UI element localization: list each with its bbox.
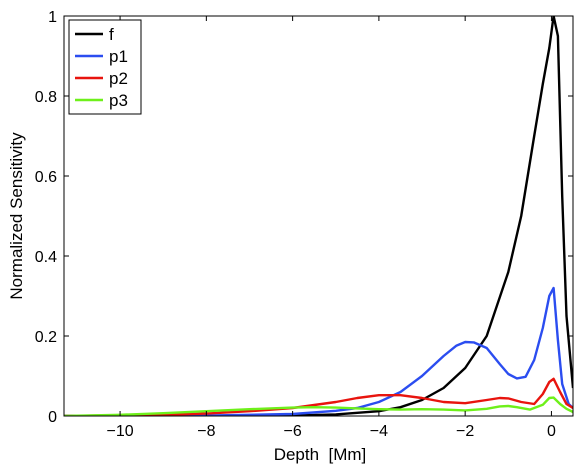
- y-axis-title: Normalized Sensitivity: [7, 132, 26, 300]
- legend-label-p2: p2: [109, 69, 128, 88]
- y-tick-label: 0.8: [35, 89, 57, 106]
- x-tick-label: −8: [197, 423, 215, 440]
- axes-layer: −10 −8 −6 −4 −2 0 0 0.2 0.4 0.6 0.8 1: [35, 9, 574, 440]
- y-tick-label: 0.4: [35, 249, 57, 266]
- series-group: [64, 16, 573, 416]
- y-tick-label: 1: [48, 9, 57, 26]
- series-line-p3: [64, 396, 573, 416]
- x-tick-label: −10: [107, 423, 134, 440]
- y-tick-label: 0: [48, 409, 57, 426]
- y-tick-label: 0.6: [35, 169, 57, 186]
- legend-box: [68, 19, 142, 115]
- legend-label-f: f: [109, 25, 114, 44]
- legend-label-p3: p3: [109, 91, 128, 110]
- x-tick-label: −6: [283, 423, 301, 440]
- x-tick-label: −4: [370, 423, 388, 440]
- axes-box: [63, 15, 574, 417]
- x-tick-label: −2: [456, 423, 474, 440]
- series-line-f: [64, 16, 573, 416]
- x-tick-label: 0: [547, 423, 556, 440]
- y-tick-label: 0.2: [35, 329, 57, 346]
- x-axis-title: Depth [Mm]: [274, 445, 367, 464]
- series-layer: [64, 16, 573, 416]
- legend-label-p1: p1: [109, 47, 128, 66]
- legend: f p1 p2 p3: [68, 19, 142, 115]
